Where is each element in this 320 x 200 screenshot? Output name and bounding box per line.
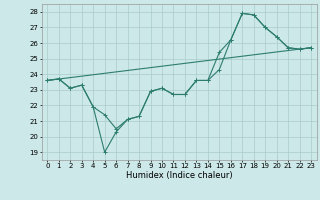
X-axis label: Humidex (Indice chaleur): Humidex (Indice chaleur) [126,171,233,180]
